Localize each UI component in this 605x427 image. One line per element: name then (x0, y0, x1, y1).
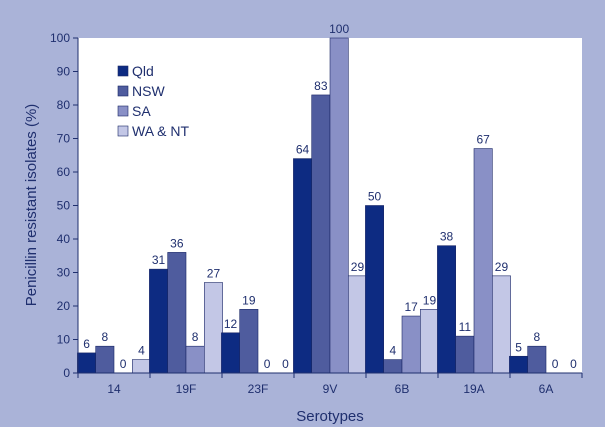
y-tick-label: 80 (57, 98, 71, 112)
x-tick-label: 6B (395, 382, 410, 396)
x-axis-title: Serotypes (296, 408, 364, 425)
legend: Qld NSW SA WA & NT (117, 63, 189, 139)
data-label: 0 (282, 357, 289, 371)
bar-nsw-23f (239, 309, 259, 374)
bar-qld-19a (437, 245, 456, 374)
data-label: 4 (390, 344, 397, 358)
x-tick-label: 23F (248, 382, 269, 396)
data-label: 5 (515, 340, 522, 354)
data-label: 19 (423, 293, 437, 307)
data-label: 0 (120, 357, 127, 371)
bar-qld-23f (221, 332, 240, 374)
y-tick-label: 10 (57, 333, 71, 347)
bar-sa-19a (473, 148, 493, 374)
legend-label: Qld (132, 63, 154, 79)
data-label: 6 (83, 337, 90, 351)
bar-nsw-6a (527, 345, 547, 374)
data-label: 27 (207, 267, 221, 281)
data-label: 0 (570, 357, 577, 371)
y-tick-label: 100 (50, 31, 70, 45)
legend-label: SA (132, 103, 151, 119)
data-label: 38 (440, 230, 454, 244)
data-label: 0 (264, 357, 271, 371)
legend-label: NSW (132, 83, 165, 99)
x-tick-label: 14 (107, 382, 121, 396)
y-tick-label: 30 (57, 266, 71, 280)
bar-wa-nt-19f (204, 282, 223, 374)
x-tick-label: 19F (176, 382, 197, 396)
bars (77, 37, 547, 374)
data-label: 4 (138, 344, 145, 358)
y-tick-label: 0 (63, 366, 70, 380)
data-label: 8 (192, 330, 199, 344)
bar-qld-9v (293, 158, 312, 374)
data-label: 12 (224, 317, 238, 331)
data-label: 8 (534, 330, 541, 344)
bar-qld-6a (509, 355, 528, 374)
data-label: 29 (351, 260, 365, 274)
data-label: 11 (459, 320, 472, 334)
data-label: 64 (296, 143, 310, 157)
bar-wa-nt-9v (347, 275, 367, 374)
legend-swatch (117, 65, 129, 77)
y-axis-title: Penicillin resistant isolates (%) (23, 104, 40, 307)
bar-sa-6b (401, 315, 421, 374)
legend-swatch (117, 85, 129, 97)
y-tick-label: 50 (57, 199, 71, 213)
bar-nsw-14 (95, 345, 115, 374)
bar-qld-19f (149, 268, 168, 374)
data-label: 19 (242, 293, 256, 307)
bar-qld-14 (77, 352, 97, 374)
bar-qld-6b (365, 205, 384, 374)
data-label: 0 (552, 357, 559, 371)
bar-sa-19f (185, 345, 205, 374)
y-tick-label: 90 (57, 65, 71, 79)
data-label: 36 (170, 236, 184, 250)
y-tick-label: 40 (57, 232, 71, 246)
data-label: 29 (495, 260, 509, 274)
y-axis: 0 10 20 30 40 50 60 70 80 90 100 (50, 31, 79, 380)
data-label: 31 (152, 253, 166, 267)
bar-wa-nt-6b (419, 309, 439, 374)
y-tick-label: 60 (57, 165, 71, 179)
data-label: 8 (102, 330, 109, 344)
bar-wa-nt-14 (132, 359, 151, 374)
y-tick-label: 20 (57, 299, 71, 313)
bar-nsw-9v (311, 94, 331, 374)
x-tick-label: 19A (463, 382, 484, 396)
bar-nsw-6b (383, 359, 403, 374)
data-label: 83 (314, 79, 328, 93)
bar-wa-nt-19a (491, 275, 511, 374)
legend-label: WA & NT (132, 123, 189, 139)
x-tick-label: 9V (323, 382, 338, 396)
x-tick-label: 6A (539, 382, 554, 396)
bar-nsw-19a (455, 335, 475, 374)
data-label: 67 (476, 133, 490, 147)
legend-swatch (117, 105, 129, 117)
bar-sa-9v (329, 37, 349, 374)
x-axis: 14 19F 23F 9V 6B 19A 6A (77, 372, 583, 396)
data-label: 100 (329, 22, 349, 36)
bar-nsw-19f (167, 252, 187, 374)
data-label: 17 (404, 300, 418, 314)
data-label: 50 (368, 190, 382, 204)
legend-swatch (117, 125, 129, 137)
y-tick-label: 70 (57, 132, 71, 146)
